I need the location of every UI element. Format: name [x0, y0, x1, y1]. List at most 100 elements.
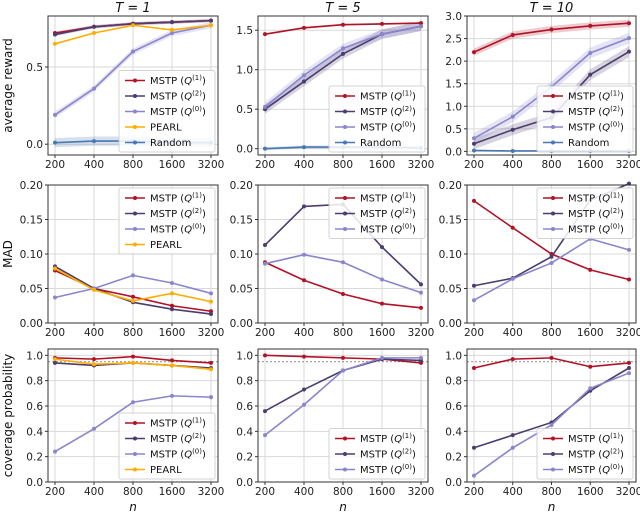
- legend-label-prefix: Random: [360, 138, 401, 149]
- data-point-q0: [549, 423, 554, 427]
- x-tick-label: 400: [294, 486, 314, 498]
- legend-label-suffix: ): [412, 107, 416, 118]
- x-tick-label: 200: [255, 159, 275, 171]
- data-point-pearl: [53, 41, 57, 46]
- legend-box: [536, 187, 634, 239]
- data-point-random: [302, 145, 306, 150]
- legend-label-prefix: MSTP (: [360, 92, 394, 103]
- data-point-q2: [92, 24, 96, 29]
- legend-label-sup: (1): [402, 432, 412, 440]
- panel-1-1: 200 400 800 1600 3200 0.0 0.5 T = 1 average rewa…: [1, 1, 224, 171]
- legend-label-var: Q: [394, 194, 402, 205]
- confidence-band-q0: [265, 21, 421, 112]
- legend-label-var: Q: [184, 76, 192, 87]
- legend-label-q1: MSTP (Q(1)): [360, 432, 416, 445]
- legend-label-sup: (1): [192, 417, 202, 425]
- legend-label-suffix: ): [412, 194, 416, 205]
- axes-frame: [257, 348, 429, 483]
- data-point-q0: [588, 386, 593, 391]
- legend-marker-q1: [343, 94, 347, 98]
- x-tick-label: 400: [503, 159, 523, 171]
- legend-label-prefix: MSTP (: [360, 209, 394, 220]
- legend-marker-pearl: [133, 125, 137, 129]
- x-tick-label: 1600: [159, 159, 186, 171]
- legend-label-var: Q: [394, 225, 402, 236]
- legend-label-suffix: ): [620, 92, 624, 103]
- data-point-q1: [627, 21, 631, 26]
- data-point-pearl: [92, 362, 96, 367]
- data-point-q0: [627, 371, 631, 376]
- data-point-q1: [341, 355, 345, 360]
- legend-label-suffix: ): [620, 194, 624, 205]
- y-tick-label: 1.5: [445, 79, 462, 91]
- legend-label-suffix: ): [620, 225, 624, 236]
- x-tick-label: 800: [541, 486, 561, 498]
- x-tick-label: 800: [123, 486, 143, 498]
- legend-label-sup: (0): [610, 463, 620, 471]
- data-point-q2: [263, 243, 267, 248]
- x-tick-label: 800: [333, 327, 353, 339]
- data-point-pearl: [209, 23, 213, 28]
- legend-label-sup: (1): [610, 432, 620, 440]
- data-point-pearl: [131, 298, 135, 303]
- panel-title: T = 10: [530, 1, 574, 16]
- confidence-band-q2: [474, 46, 629, 150]
- legend-label-q2: MSTP (Q(2)): [360, 105, 416, 118]
- legend-label-var: Q: [394, 92, 402, 103]
- data-point-q1: [472, 366, 476, 370]
- data-point-pearl: [209, 367, 213, 372]
- data-point-q1: [209, 309, 213, 314]
- legend-box: [536, 85, 634, 153]
- x-tick-label: 400: [294, 159, 314, 171]
- legend-label-prefix: MSTP (: [360, 194, 394, 205]
- data-point-q1: [380, 301, 384, 306]
- legend-label-random: Random: [568, 138, 609, 149]
- legend-marker-pearl: [133, 467, 137, 472]
- legend-label-var: Q: [184, 194, 192, 205]
- axes-frame: [466, 15, 637, 156]
- legend-label-sup: (0): [192, 448, 202, 456]
- legend-label-suffix: ): [620, 107, 624, 118]
- data-point-q2: [302, 79, 306, 84]
- legend-label-random: Random: [360, 138, 401, 149]
- data-point-q1: [131, 354, 135, 359]
- legend-label-prefix: MSTP (: [150, 434, 184, 445]
- legend-label-var: Q: [394, 450, 402, 461]
- legend-label-prefix: MSTP (: [150, 92, 184, 103]
- legend-label-prefix: MSTP (: [568, 92, 602, 103]
- legend-box: [328, 85, 426, 153]
- data-point-q1: [588, 267, 593, 272]
- legend-marker-q1: [133, 78, 137, 83]
- data-point-q0: [170, 30, 174, 35]
- legend-label-sup: (2): [192, 207, 202, 215]
- legend-marker-q2: [133, 211, 137, 216]
- legend-label-var: Q: [602, 123, 610, 134]
- data-point-q0: [170, 280, 174, 285]
- legend-marker-q1: [551, 94, 555, 98]
- y-tick-label: 0.6: [445, 401, 462, 413]
- data-point-q1: [419, 21, 423, 26]
- x-axis-label: n: [548, 500, 556, 514]
- data-point-q0: [588, 51, 593, 56]
- y-tick-label: 0.15: [230, 215, 253, 227]
- panel-2-3: 200 400 800 1600 3200 0.00 0.05 0.10 0.15 0.20 MST…: [439, 180, 640, 339]
- data-point-q0: [341, 368, 345, 373]
- y-tick-label: 0.0: [445, 477, 462, 489]
- x-tick-label: 800: [123, 159, 143, 171]
- legend-label-q0: MSTP (Q(0)): [360, 463, 416, 476]
- data-point-q1: [549, 355, 554, 360]
- data-point-q2: [170, 307, 174, 312]
- data-point-q1: [510, 357, 515, 362]
- x-tick-label: 400: [503, 327, 523, 339]
- legend-label-suffix: ): [412, 465, 416, 476]
- y-tick-label: 0.00: [20, 318, 43, 330]
- legend: MSTP (Q(1))MSTP (Q(2))MSTP (Q(0)): [536, 187, 634, 239]
- legend-marker-random: [551, 140, 555, 145]
- legend-label-var: Q: [184, 92, 192, 103]
- x-tick-label: 3200: [198, 159, 225, 171]
- legend-label-var: Q: [602, 92, 610, 103]
- legend: MSTP (Q(1))MSTP (Q(2))MSTP (Q(0)): [328, 428, 426, 480]
- y-tick-label: 0.20: [439, 180, 462, 192]
- data-point-q1: [419, 305, 423, 310]
- legend-marker-q2: [133, 436, 137, 441]
